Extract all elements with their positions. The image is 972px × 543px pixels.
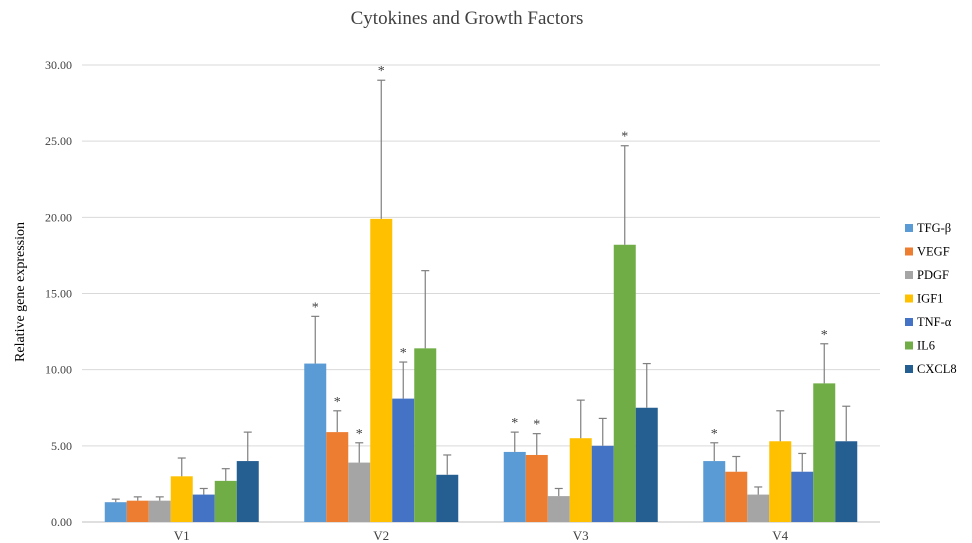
- legend-label: IL6: [917, 339, 935, 353]
- legend-swatch: [905, 318, 913, 326]
- significance-marker: *: [511, 416, 518, 431]
- bar: [725, 471, 748, 522]
- bar: [525, 454, 548, 522]
- bar: [835, 441, 858, 522]
- bars-group: * * * * * * * * * *: [104, 64, 858, 522]
- bar: [192, 494, 215, 522]
- bar: [126, 500, 149, 522]
- y-axis-ticks: 0.00 5.00 10.00 15.00 20.00 25.00 30.00: [45, 58, 72, 529]
- bar: [635, 407, 658, 522]
- y-tick-label: 30.00: [45, 58, 72, 72]
- bar: [370, 218, 393, 522]
- significance-marker: *: [533, 418, 540, 433]
- bar: [436, 474, 459, 522]
- legend-swatch: [905, 294, 913, 303]
- legend: TFG-β VEGF PDGF IGF1 TNF-α IL6 CXCL8: [905, 221, 957, 376]
- y-tick-label: 10.00: [45, 363, 72, 377]
- significance-marker: *: [400, 346, 407, 361]
- bar: [414, 348, 437, 522]
- bar: [326, 432, 349, 522]
- legend-swatch: [905, 271, 913, 279]
- legend-swatch: [905, 247, 913, 256]
- bar: [747, 494, 770, 522]
- bar: [236, 461, 259, 522]
- bar: [813, 383, 836, 522]
- y-tick-label: 0.00: [51, 515, 72, 529]
- bar: [104, 502, 127, 522]
- bar: [170, 476, 193, 522]
- legend-label: VEGF: [917, 245, 950, 259]
- gridlines: [82, 64, 880, 523]
- x-category-label: V2: [373, 528, 389, 543]
- legend-swatch: [905, 224, 913, 232]
- legend-label: TFG-β: [917, 221, 951, 235]
- significance-marker: *: [711, 427, 718, 442]
- bar: [769, 441, 792, 522]
- significance-marker: *: [334, 395, 341, 410]
- y-tick-label: 5.00: [51, 439, 72, 453]
- y-axis-label: Relative gene expression: [13, 222, 28, 362]
- significance-marker: *: [378, 64, 385, 79]
- x-category-label: V3: [573, 528, 589, 543]
- legend-label: PDGF: [917, 268, 949, 282]
- x-axis-categories: V1 V2 V3 V4: [174, 528, 789, 543]
- y-tick-label: 25.00: [45, 134, 72, 148]
- chart-title: Cytokines and Growth Factors: [351, 8, 584, 29]
- x-category-label: V1: [174, 528, 190, 543]
- bar: [304, 363, 327, 522]
- bar: [547, 496, 570, 522]
- y-tick-label: 15.00: [45, 287, 72, 301]
- x-category-label: V4: [772, 528, 788, 543]
- bar: [348, 462, 371, 522]
- legend-swatch: [905, 341, 913, 350]
- legend-swatch: [905, 365, 913, 373]
- legend-label: IGF1: [917, 292, 943, 306]
- bar: [392, 398, 415, 522]
- bar: [214, 480, 237, 522]
- bar: [503, 451, 526, 522]
- bar: [613, 244, 636, 522]
- y-tick-label: 20.00: [45, 210, 72, 224]
- significance-marker: *: [356, 427, 363, 442]
- bar: [148, 500, 171, 522]
- bar: [591, 445, 614, 522]
- bar: [703, 461, 726, 522]
- significance-marker: *: [312, 300, 319, 315]
- legend-label: CXCL8: [917, 362, 957, 376]
- legend-label: TNF-α: [917, 315, 952, 329]
- bar: [791, 471, 814, 522]
- significance-marker: *: [621, 130, 628, 145]
- bar: [569, 438, 592, 522]
- significance-marker: *: [821, 328, 828, 343]
